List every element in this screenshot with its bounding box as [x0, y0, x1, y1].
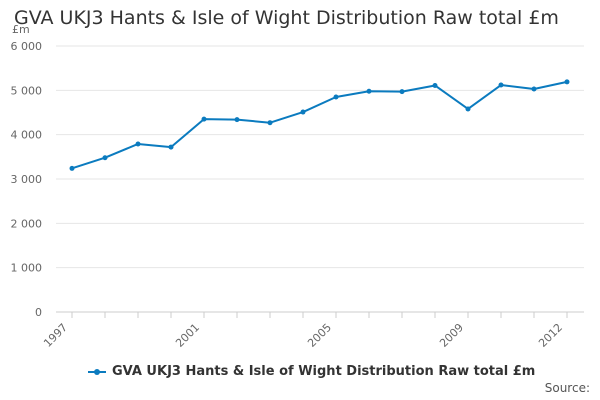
- data-point[interactable]: [366, 88, 372, 94]
- data-point[interactable]: [201, 116, 207, 122]
- legend[interactable]: GVA UKJ3 Hants & Isle of Wight Distribut…: [88, 364, 535, 379]
- source-label: Source:: [544, 381, 590, 395]
- y-tick-label: 1 000: [11, 262, 43, 275]
- series-line: [71, 80, 568, 170]
- data-point[interactable]: [399, 89, 405, 95]
- y-tick-label: 4 000: [11, 129, 43, 142]
- data-point[interactable]: [102, 155, 108, 161]
- data-point[interactable]: [465, 106, 471, 112]
- y-tick-label: 5 000: [11, 84, 43, 97]
- legend-label: GVA UKJ3 Hants & Isle of Wight Distribut…: [112, 364, 536, 379]
- chart-title: GVA UKJ3 Hants & Isle of Wight Distribut…: [14, 7, 559, 29]
- data-point[interactable]: [498, 82, 504, 88]
- data-point[interactable]: [531, 86, 537, 92]
- x-tick-label: 2009: [437, 321, 466, 350]
- legend-swatch-icon: [88, 366, 106, 378]
- x-tick-label: 1997: [41, 321, 70, 350]
- y-tick-label: 3 000: [11, 173, 43, 186]
- data-point[interactable]: [267, 120, 273, 126]
- data-point[interactable]: [69, 165, 75, 171]
- data-point[interactable]: [333, 94, 339, 100]
- data-point[interactable]: [432, 82, 438, 88]
- y-tick-label: 6 000: [11, 40, 43, 53]
- data-point[interactable]: [168, 144, 174, 150]
- data-point[interactable]: [300, 109, 306, 115]
- x-tick-label: 2005: [305, 321, 334, 350]
- data-point[interactable]: [564, 79, 570, 85]
- y-tick-label: 0: [35, 306, 42, 319]
- y-unit-label: £m: [12, 23, 30, 36]
- data-point[interactable]: [234, 117, 240, 123]
- x-tick-label: 2001: [173, 321, 202, 350]
- x-tick-label: 2012: [536, 321, 565, 350]
- data-point[interactable]: [135, 141, 141, 147]
- y-tick-label: 2 000: [11, 217, 43, 230]
